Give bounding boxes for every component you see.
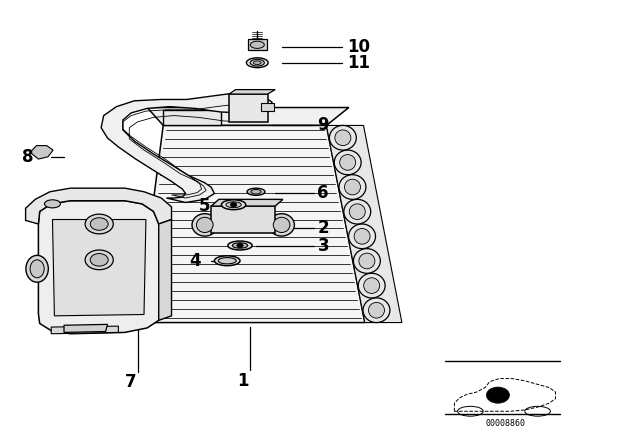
Ellipse shape — [196, 217, 213, 233]
Polygon shape — [248, 39, 267, 50]
Text: 11: 11 — [347, 54, 370, 72]
Ellipse shape — [45, 200, 61, 208]
Ellipse shape — [334, 150, 361, 175]
Polygon shape — [101, 93, 272, 202]
Ellipse shape — [228, 241, 252, 250]
Ellipse shape — [358, 273, 385, 298]
Ellipse shape — [344, 199, 371, 224]
Ellipse shape — [349, 224, 376, 249]
Text: 8: 8 — [22, 148, 34, 166]
Polygon shape — [159, 220, 172, 320]
Ellipse shape — [221, 200, 246, 210]
Ellipse shape — [330, 125, 356, 150]
Circle shape — [90, 254, 108, 266]
Polygon shape — [211, 206, 275, 233]
Ellipse shape — [253, 61, 261, 65]
Polygon shape — [229, 90, 275, 94]
Ellipse shape — [30, 260, 44, 278]
Circle shape — [85, 250, 113, 270]
Circle shape — [486, 387, 509, 403]
Ellipse shape — [369, 302, 385, 318]
Ellipse shape — [232, 243, 248, 248]
Ellipse shape — [353, 249, 380, 273]
Ellipse shape — [269, 214, 294, 236]
Ellipse shape — [250, 41, 264, 48]
Circle shape — [230, 202, 237, 207]
Ellipse shape — [273, 217, 290, 233]
Ellipse shape — [349, 204, 365, 220]
Polygon shape — [261, 103, 274, 111]
Ellipse shape — [192, 214, 218, 236]
Ellipse shape — [339, 175, 366, 199]
Text: 6: 6 — [317, 184, 329, 202]
Text: 7: 7 — [125, 373, 136, 391]
Ellipse shape — [247, 188, 265, 195]
Circle shape — [237, 243, 243, 248]
Polygon shape — [38, 201, 161, 334]
Polygon shape — [64, 324, 108, 332]
Ellipse shape — [214, 256, 240, 266]
Circle shape — [90, 218, 108, 230]
Ellipse shape — [335, 130, 351, 146]
Ellipse shape — [340, 155, 356, 170]
Text: 5: 5 — [198, 197, 210, 215]
Ellipse shape — [354, 228, 370, 244]
Polygon shape — [138, 125, 365, 323]
Polygon shape — [26, 188, 172, 224]
Text: 4: 4 — [189, 252, 201, 270]
Ellipse shape — [250, 59, 264, 66]
Text: 1: 1 — [237, 372, 248, 390]
Ellipse shape — [26, 255, 49, 282]
Text: 2: 2 — [317, 220, 329, 237]
Text: 9: 9 — [317, 116, 329, 134]
Ellipse shape — [246, 58, 268, 68]
Polygon shape — [52, 220, 146, 316]
Text: 10: 10 — [347, 38, 370, 56]
Polygon shape — [51, 326, 118, 334]
Ellipse shape — [363, 298, 390, 323]
Ellipse shape — [251, 190, 261, 194]
Ellipse shape — [359, 253, 375, 269]
Ellipse shape — [344, 179, 360, 195]
Polygon shape — [229, 94, 268, 122]
Ellipse shape — [364, 278, 380, 293]
Ellipse shape — [226, 202, 241, 207]
Text: 3: 3 — [317, 237, 329, 255]
Polygon shape — [211, 199, 283, 206]
Circle shape — [85, 214, 113, 234]
Polygon shape — [163, 110, 221, 125]
Text: 00008860: 00008860 — [486, 419, 525, 428]
Ellipse shape — [218, 258, 236, 264]
Polygon shape — [30, 146, 53, 159]
Polygon shape — [147, 108, 349, 125]
Polygon shape — [326, 125, 402, 323]
